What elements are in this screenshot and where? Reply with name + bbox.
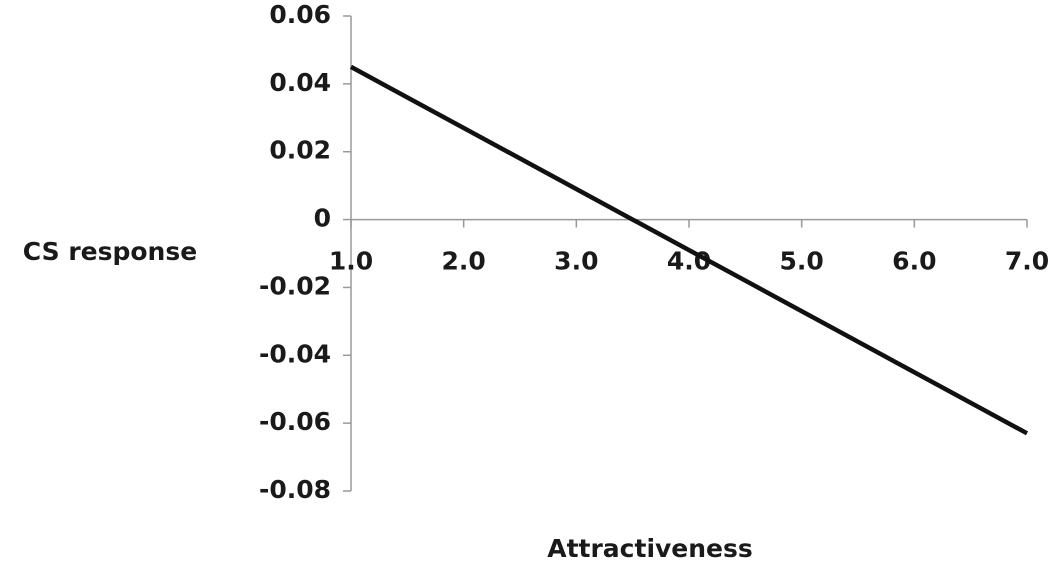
x-tick-label: 2.0 xyxy=(442,247,486,276)
y-tick-label: 0.04 xyxy=(269,68,331,97)
y-tick-label: -0.06 xyxy=(259,407,331,436)
x-axis-label: Attractiveness xyxy=(547,534,753,563)
x-tick-label: 5.0 xyxy=(780,247,824,276)
y-tick-label: 0.02 xyxy=(269,136,331,165)
x-tick-label: 6.0 xyxy=(892,247,936,276)
y-tick-label: -0.08 xyxy=(259,475,331,504)
x-tick-label: 1.0 xyxy=(329,247,373,276)
y-axis-label: CS response xyxy=(23,237,197,266)
x-tick-label: 7.0 xyxy=(1005,247,1049,276)
x-tick-label: 3.0 xyxy=(554,247,598,276)
y-tick-label: 0.06 xyxy=(269,0,331,29)
line-series xyxy=(349,64,1029,436)
y-tick-label: -0.04 xyxy=(259,339,331,368)
y-tick-label: 0 xyxy=(314,204,331,233)
y-tick-label: -0.02 xyxy=(259,271,331,300)
